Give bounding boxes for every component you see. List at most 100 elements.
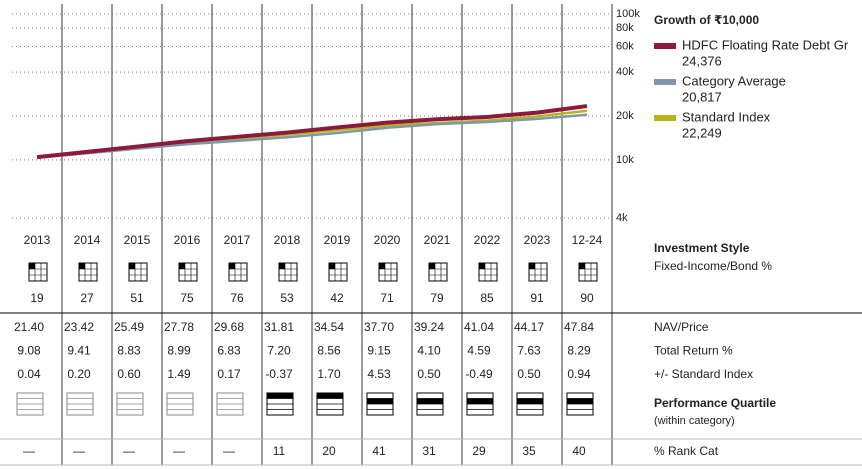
style-fill bbox=[379, 263, 385, 269]
cell: 29.68 bbox=[214, 320, 244, 334]
cell: 21.40 bbox=[14, 320, 44, 334]
cell: — bbox=[23, 444, 35, 458]
legend-name: HDFC Floating Rate Debt Gr bbox=[682, 37, 849, 52]
quartile-mark bbox=[367, 398, 393, 404]
style-fill bbox=[79, 263, 85, 269]
row-label: NAV/Price bbox=[654, 320, 709, 334]
row-title: Performance Quartile bbox=[654, 396, 776, 410]
x-tick-label: 2018 bbox=[274, 233, 301, 247]
cell: -0.49 bbox=[465, 367, 493, 381]
cell: 9.08 bbox=[17, 344, 41, 358]
x-tick-label: 12-24 bbox=[572, 233, 603, 247]
quartile-mark bbox=[467, 398, 493, 404]
x-tick-label: 2022 bbox=[474, 233, 501, 247]
cell: 39.24 bbox=[414, 320, 444, 334]
cell: 9.41 bbox=[67, 344, 91, 358]
cell: 4.53 bbox=[367, 367, 391, 381]
cell: 23.42 bbox=[64, 320, 94, 334]
quartile-mark bbox=[417, 398, 443, 404]
style-fill bbox=[529, 263, 535, 269]
style-value: 91 bbox=[530, 291, 544, 305]
cell: 0.20 bbox=[67, 367, 91, 381]
row-subtitle: (within category) bbox=[654, 415, 735, 427]
cell: 40 bbox=[572, 444, 586, 458]
style-fill bbox=[129, 263, 135, 269]
x-tick-label: 2015 bbox=[124, 233, 151, 247]
style-value: 75 bbox=[180, 291, 194, 305]
y-tick-label: 20k bbox=[616, 110, 634, 122]
cell: — bbox=[123, 444, 135, 458]
style-value: 71 bbox=[380, 291, 394, 305]
style-value: 85 bbox=[480, 291, 494, 305]
style-fill bbox=[429, 263, 435, 269]
style-value: 79 bbox=[430, 291, 444, 305]
cell: 8.56 bbox=[317, 344, 341, 358]
row-title: Investment Style bbox=[654, 241, 750, 255]
style-fill bbox=[579, 263, 585, 269]
y-tick-label: 80k bbox=[616, 22, 634, 34]
legend-swatch bbox=[654, 43, 676, 49]
x-tick-label: 2016 bbox=[174, 233, 201, 247]
cell: 1.70 bbox=[317, 367, 341, 381]
cell: 31.81 bbox=[264, 320, 294, 334]
quartile-mark bbox=[517, 398, 543, 404]
row-label: % Rank Cat bbox=[654, 444, 719, 458]
style-fill bbox=[29, 263, 35, 269]
style-fill bbox=[479, 263, 485, 269]
cell: 7.63 bbox=[517, 344, 541, 358]
legend-value: 22,249 bbox=[682, 125, 722, 140]
cell: 20 bbox=[322, 444, 336, 458]
style-fill bbox=[329, 263, 335, 269]
style-value: 90 bbox=[580, 291, 594, 305]
cell: 1.49 bbox=[167, 367, 191, 381]
style-value: 53 bbox=[280, 291, 294, 305]
cell: 37.70 bbox=[364, 320, 394, 334]
cell: 0.60 bbox=[117, 367, 141, 381]
cell: 8.83 bbox=[117, 344, 141, 358]
cell: 0.94 bbox=[567, 367, 591, 381]
y-tick-label: 4k bbox=[616, 212, 628, 224]
cell: 0.17 bbox=[217, 367, 241, 381]
cell: 35 bbox=[522, 444, 536, 458]
y-tick-label: 10k bbox=[616, 154, 634, 166]
cell: 29 bbox=[472, 444, 486, 458]
legend-value: 20,817 bbox=[682, 89, 722, 104]
row-subtitle: Fixed-Income/Bond % bbox=[654, 259, 772, 273]
cell: — bbox=[173, 444, 185, 458]
cell: 7.20 bbox=[267, 344, 291, 358]
cell: 6.83 bbox=[217, 344, 241, 358]
cell: 9.15 bbox=[367, 344, 391, 358]
x-tick-label: 2019 bbox=[324, 233, 351, 247]
cell: 47.84 bbox=[564, 320, 594, 334]
quartile-mark bbox=[267, 393, 293, 399]
x-tick-label: 2014 bbox=[74, 233, 101, 247]
cell: 4.59 bbox=[467, 344, 491, 358]
style-value: 42 bbox=[330, 291, 344, 305]
series-line bbox=[36, 104, 588, 160]
cell: — bbox=[73, 444, 85, 458]
style-value: 27 bbox=[80, 291, 94, 305]
cell: 41 bbox=[372, 444, 386, 458]
cell: 31 bbox=[422, 444, 436, 458]
row-label: +/- Standard Index bbox=[654, 367, 753, 381]
y-tick-label: 100k bbox=[616, 8, 640, 20]
x-tick-label: 2017 bbox=[224, 233, 251, 247]
cell: 8.99 bbox=[167, 344, 191, 358]
cell: -0.37 bbox=[265, 367, 293, 381]
y-tick-label: 40k bbox=[616, 66, 634, 78]
cell: 41.04 bbox=[464, 320, 494, 334]
cell: 25.49 bbox=[114, 320, 144, 334]
x-tick-label: 2023 bbox=[524, 233, 551, 247]
x-tick-label: 2021 bbox=[424, 233, 451, 247]
style-fill bbox=[279, 263, 285, 269]
cell: 34.54 bbox=[314, 320, 344, 334]
cell: 4.10 bbox=[417, 344, 441, 358]
legend-swatch bbox=[654, 115, 676, 121]
quartile-mark bbox=[567, 398, 593, 404]
cell: 44.17 bbox=[514, 320, 544, 334]
style-value: 51 bbox=[130, 291, 144, 305]
cell: 0.50 bbox=[517, 367, 541, 381]
legend-name: Category Average bbox=[682, 73, 786, 88]
style-value: 19 bbox=[30, 291, 44, 305]
